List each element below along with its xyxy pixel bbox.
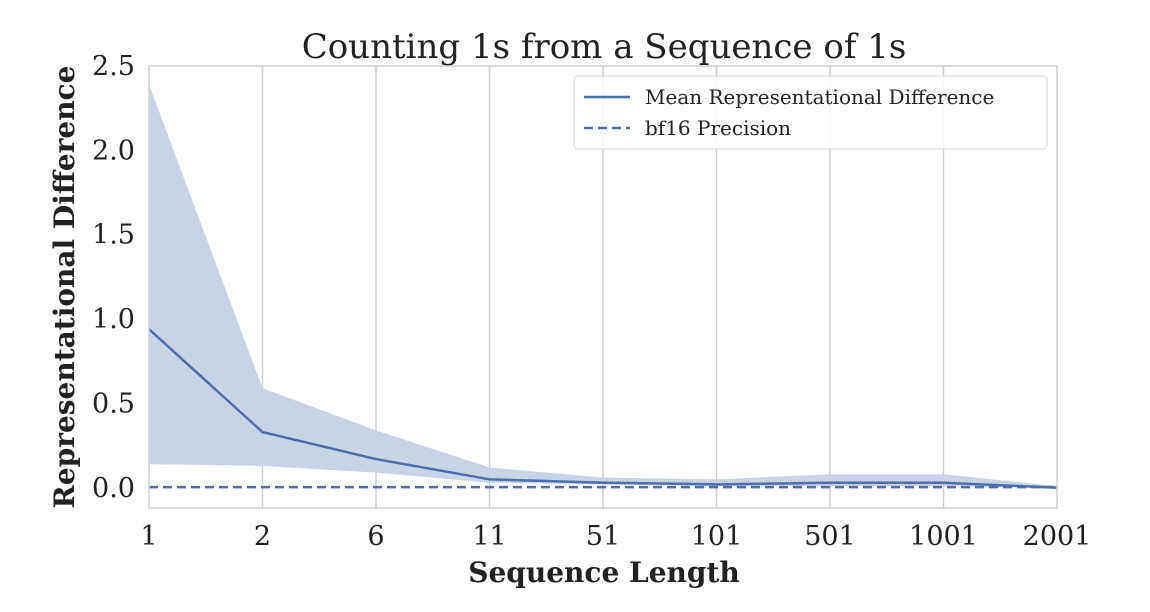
x-tick-label: 101 (691, 521, 743, 552)
x-axis-label: Sequence Length (468, 556, 739, 589)
y-tick-label: 2.0 (92, 135, 135, 166)
x-tick-label: 6 (367, 521, 384, 552)
x-tick-label: 2001 (1023, 521, 1092, 552)
x-tick-label: 51 (586, 521, 620, 552)
y-tick-labels: 0.0 0.5 1.0 1.5 2.0 2.5 (92, 51, 135, 504)
band-layer (149, 84, 1057, 488)
series-line-mean-difference (148, 328, 1058, 490)
x-tick-label: 11 (472, 521, 506, 552)
y-tick-label: 0.5 (92, 388, 135, 419)
legend: Mean Representational Difference bf16 Pr… (573, 75, 1048, 150)
x-tick-labels: 1 2 6 11 51 101 501 1001 2001 (140, 521, 1091, 552)
x-tick-label: 2 (254, 521, 271, 552)
confidence-band (149, 84, 1057, 488)
y-tick-label: 1.5 (92, 220, 135, 251)
y-tick-label: 2.5 (92, 51, 135, 82)
y-tick-label: 0.0 (92, 473, 135, 504)
legend-box (573, 75, 1048, 150)
chart-title: Counting 1s from a Sequence of 1s (302, 27, 907, 67)
x-tick-label: 1 (140, 521, 157, 552)
x-tick-label: 1001 (909, 521, 978, 552)
x-tick-label: 501 (804, 521, 856, 552)
y-axis-label: Representational Difference (48, 66, 81, 509)
legend-label-bf16: bf16 Precision (645, 116, 791, 140)
plot-frame (148, 65, 1058, 509)
line-layer (148, 328, 1058, 490)
y-tick-label: 1.0 (92, 304, 135, 335)
legend-label-mean: Mean Representational Difference (645, 85, 994, 109)
